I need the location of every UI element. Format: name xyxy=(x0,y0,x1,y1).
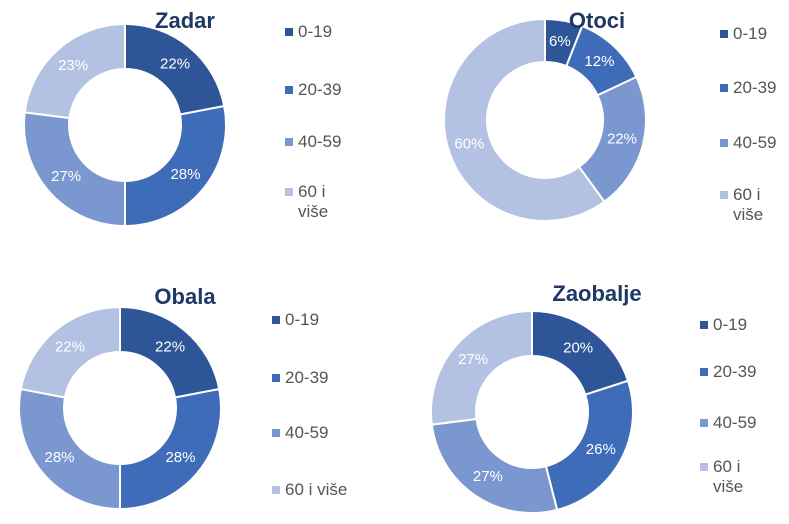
data-label: 22% xyxy=(160,55,190,72)
data-label: 22% xyxy=(55,338,85,355)
legend-label: 60 i više xyxy=(713,457,744,496)
legend-swatch xyxy=(272,374,280,382)
chart-title: Zadar xyxy=(155,8,215,33)
legend-label: 60 i više xyxy=(733,185,764,224)
legend-swatch xyxy=(700,321,708,329)
legend-swatch xyxy=(700,419,708,427)
legend-item: 60 i više xyxy=(272,480,382,500)
legend-swatch xyxy=(272,486,280,494)
legend-swatch xyxy=(285,188,293,196)
legend-label: 20-39 xyxy=(733,78,777,97)
legend-swatch xyxy=(720,191,728,199)
data-label: 22% xyxy=(607,131,637,148)
data-label: 28% xyxy=(165,449,195,466)
donut-segment xyxy=(18,387,121,511)
legend-label: 0-19 xyxy=(285,310,320,329)
legend-swatch xyxy=(272,429,280,437)
data-label: 6% xyxy=(549,33,571,50)
legend-item: 40-59 xyxy=(272,423,382,443)
data-label: 27% xyxy=(458,351,488,368)
legend-swatch xyxy=(720,30,728,38)
legend-item: 0-19 xyxy=(285,22,345,42)
legend-swatch xyxy=(720,139,728,147)
legend-label: 20-39 xyxy=(285,368,329,387)
legend-item: 0-19 xyxy=(720,24,780,44)
legend-item: 40-59 xyxy=(285,132,345,152)
legend-swatch xyxy=(272,316,280,324)
donut-segment xyxy=(544,379,634,512)
legend-swatch xyxy=(700,368,708,376)
legend-label: 40-59 xyxy=(713,413,757,432)
donut-segment xyxy=(23,22,126,120)
legend-label: 40-59 xyxy=(733,133,777,152)
legend-item: 40-59 xyxy=(700,413,760,433)
data-label: 20% xyxy=(563,339,593,356)
donut-segment xyxy=(124,104,227,228)
legend-label: 40-59 xyxy=(298,132,342,151)
legend-swatch xyxy=(700,463,708,471)
data-label: 12% xyxy=(584,53,614,70)
donut-segment xyxy=(23,111,126,228)
legend-label: 0-19 xyxy=(713,315,748,334)
chart-title: Otoci xyxy=(569,8,625,33)
chart-title: Obala xyxy=(154,284,216,309)
data-label: 26% xyxy=(586,441,616,458)
data-label: 23% xyxy=(58,57,88,74)
legend-label: 40-59 xyxy=(285,423,329,442)
data-label: 28% xyxy=(170,166,200,183)
legend-swatch xyxy=(285,86,293,94)
data-label: 27% xyxy=(473,468,503,485)
donut-segment xyxy=(19,305,121,399)
data-label: 27% xyxy=(51,168,81,185)
legend-label: 0-19 xyxy=(298,22,333,41)
legend-label: 0-19 xyxy=(733,24,768,43)
data-label: 28% xyxy=(44,449,74,466)
donut-segment xyxy=(430,309,533,426)
legend-label: 20-39 xyxy=(298,80,342,99)
legend-item: 20-39 xyxy=(720,78,780,98)
legend-item: 40-59 xyxy=(720,133,780,153)
legend-label: 20-39 xyxy=(713,362,757,381)
donut-segment xyxy=(119,387,222,511)
data-label: 60% xyxy=(454,136,484,153)
legend-swatch xyxy=(285,138,293,146)
donut-segment xyxy=(443,17,606,222)
legend-label: 60 i više xyxy=(298,182,329,221)
donut-segment xyxy=(430,417,559,514)
legend-item: 20-39 xyxy=(272,368,382,388)
legend-swatch xyxy=(720,84,728,92)
legend-label: 60 i više xyxy=(285,480,348,499)
data-label: 22% xyxy=(155,338,185,355)
legend-item: 20-39 xyxy=(285,80,345,100)
legend-item: 0-19 xyxy=(272,310,382,330)
legend-item: 60 i više xyxy=(720,185,780,225)
chart-title: Zaobalje xyxy=(552,281,641,306)
legend-item: 60 i više xyxy=(285,182,345,222)
legend-item: 60 i više xyxy=(700,457,760,497)
legend-item: 0-19 xyxy=(700,315,760,335)
legend-swatch xyxy=(285,28,293,36)
legend-item: 20-39 xyxy=(700,362,760,382)
